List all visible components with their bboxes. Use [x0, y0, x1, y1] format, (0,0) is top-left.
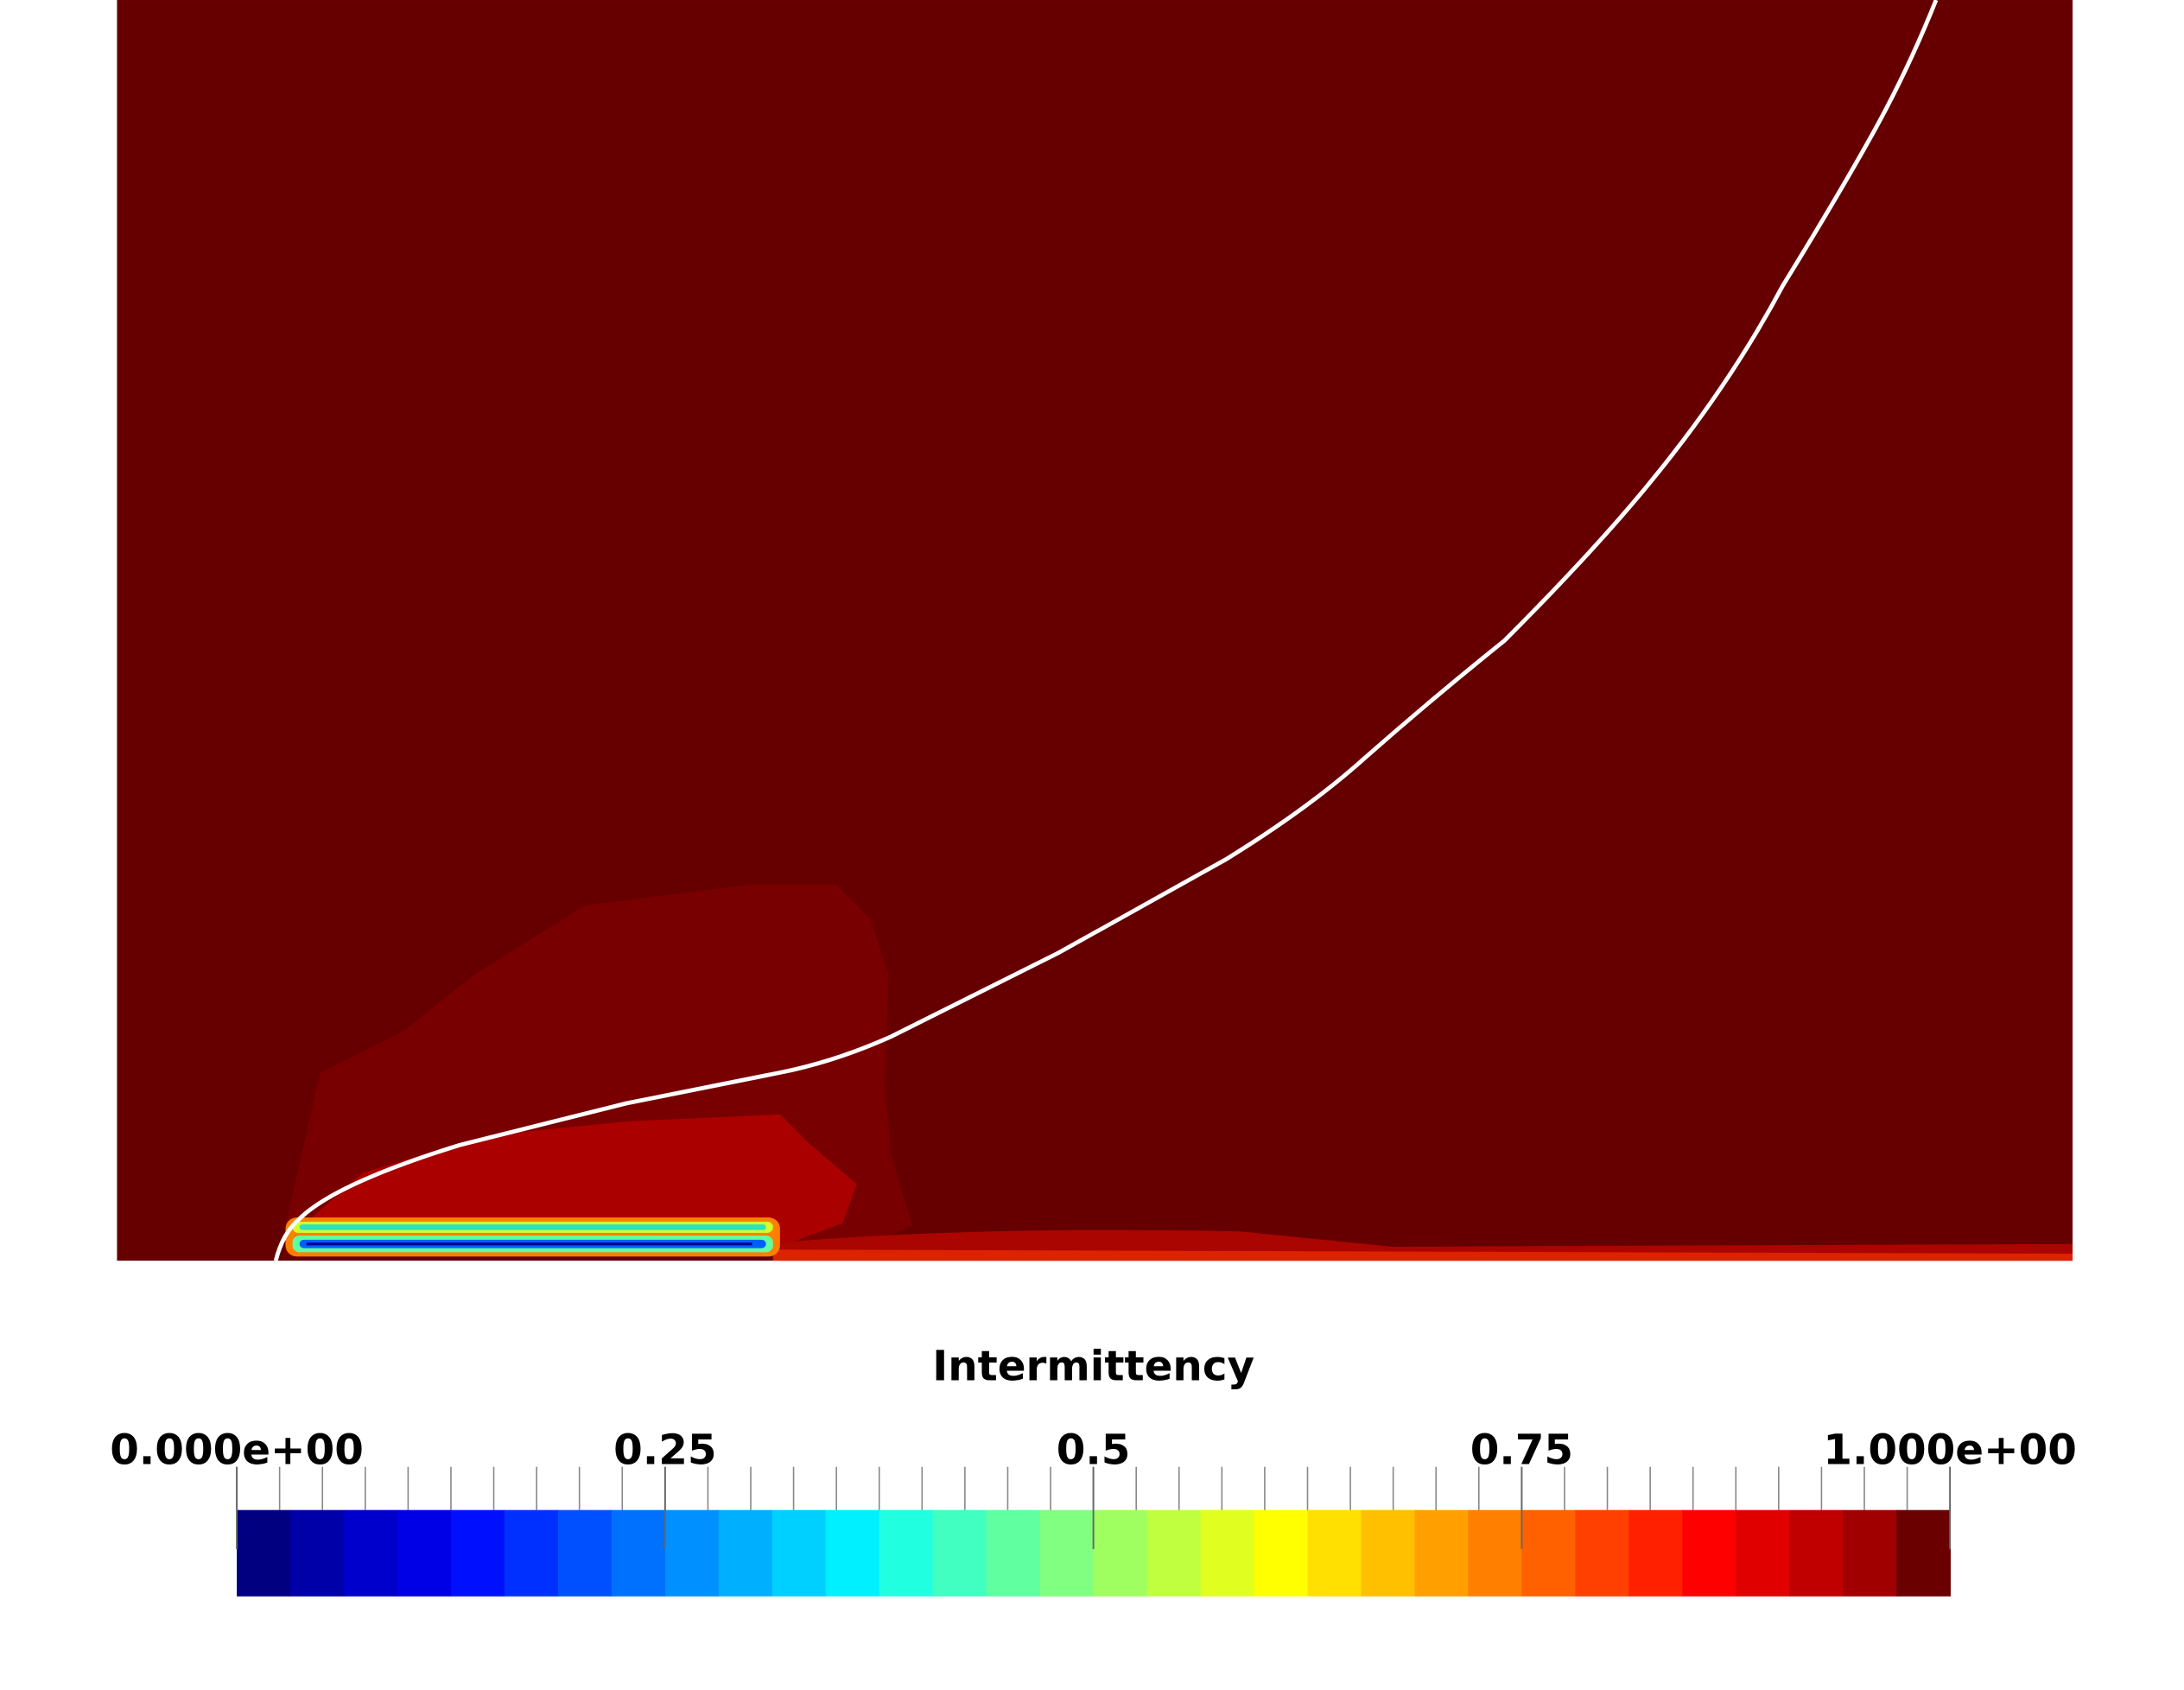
tick-label: 1.000e+00: [1823, 1426, 2077, 1474]
color-band: [1521, 1509, 1577, 1597]
color-legend: Intermittency 0.000e+00 0.25 0.5 0.75 1.000e…: [110, 1343, 2077, 1597]
color-band: [557, 1509, 613, 1597]
color-band: [879, 1509, 934, 1597]
color-band: [344, 1509, 398, 1597]
color-band: [611, 1509, 666, 1597]
color-band: [771, 1509, 827, 1597]
color-band: [504, 1509, 559, 1597]
streamline: [273, 0, 1939, 1261]
color-band: [1039, 1509, 1095, 1597]
color-band: [1093, 1509, 1148, 1597]
color-band: [1682, 1509, 1737, 1597]
color-band: [825, 1509, 880, 1597]
color-band: [1736, 1509, 1791, 1597]
tick-label: 0.5: [1057, 1426, 1131, 1474]
color-band: [664, 1509, 720, 1597]
color-band: [718, 1509, 773, 1597]
contour-plot: [117, 0, 2073, 1261]
color-band: [1789, 1509, 1844, 1597]
color-band: [1896, 1509, 1951, 1597]
color-band: [290, 1509, 345, 1597]
field-band: [299, 1224, 766, 1230]
color-band: [1200, 1509, 1255, 1597]
field-band: [306, 1242, 752, 1246]
color-band: [986, 1509, 1041, 1597]
legend-title: Intermittency: [932, 1343, 1254, 1391]
color-band: [397, 1509, 452, 1597]
color-band: [237, 1509, 291, 1597]
field-region: [772, 1249, 2073, 1261]
tick-label: 0.000e+00: [110, 1426, 364, 1474]
color-band: [1628, 1509, 1684, 1597]
color-band: [1146, 1509, 1202, 1597]
color-band: [450, 1509, 505, 1597]
tick-label: 0.75: [1470, 1426, 1573, 1474]
color-band: [1843, 1509, 1897, 1597]
color-band: [1307, 1509, 1362, 1597]
color-band: [932, 1509, 987, 1597]
tick-label: 0.25: [613, 1426, 716, 1474]
color-band: [1361, 1509, 1416, 1597]
color-band: [1468, 1509, 1523, 1597]
color-band: [1414, 1509, 1470, 1597]
color-band: [1575, 1509, 1630, 1597]
color-band: [1254, 1509, 1309, 1597]
